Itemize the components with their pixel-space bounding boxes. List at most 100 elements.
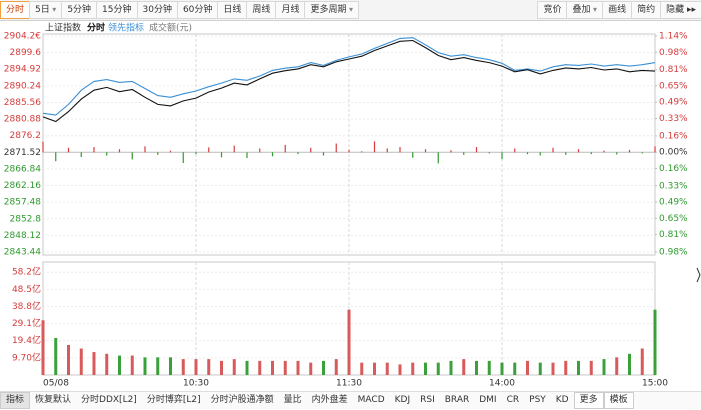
expand-arrow[interactable] <box>696 267 701 283</box>
toolbar-button[interactable]: 竞价 <box>537 1 568 19</box>
volume-bar <box>640 348 644 375</box>
indicator-tab[interactable]: CR <box>506 395 520 405</box>
toolbar-button[interactable]: 分时 <box>0 1 31 19</box>
toolbar-button[interactable]: 15分钟 <box>96 1 138 19</box>
volume-bar <box>143 357 147 375</box>
volume-bar <box>79 348 83 375</box>
indicator-tab[interactable]: BRAR <box>444 395 470 405</box>
indicator-bar <box>373 141 376 153</box>
toolbar-button[interactable]: 60分钟 <box>176 1 219 19</box>
indicator-bar <box>169 150 172 153</box>
y-tick-label: 38.8亿 <box>12 300 41 312</box>
volume-bar <box>207 359 211 375</box>
y2-tick-label: 0.16% <box>659 164 688 174</box>
volume-bar <box>551 362 555 375</box>
y-tick-label: 2894.92 <box>4 65 41 75</box>
indicator-tabs: 指标 恢复默认 分时DDX[L2] 分时博弈[L2] 分时沪股通净额 量比 内外盘差 MACD… <box>0 391 701 409</box>
indicator-bar <box>641 152 643 154</box>
tool-buttons: 竞价叠加画线简约隐藏 ▸▸ <box>537 0 701 20</box>
indicator-bar <box>131 152 133 160</box>
indicator-tab[interactable]: PSY <box>529 395 546 405</box>
indicator-tab[interactable]: 更多 <box>573 392 604 409</box>
toolbar-button[interactable]: 5分钟 <box>61 1 98 19</box>
indicator-tab[interactable]: 模板 <box>603 392 634 409</box>
volume-bar <box>232 359 236 375</box>
toolbar-button[interactable]: 画线 <box>602 1 633 19</box>
volume-bar <box>258 360 262 375</box>
indicator-bar <box>399 147 401 153</box>
indicator-tab[interactable]: 指标 <box>0 392 31 409</box>
indicator-bar <box>654 146 656 153</box>
toolbar-button[interactable]: 叠加 <box>566 1 604 19</box>
volume-bar <box>653 309 657 375</box>
volume-bar <box>385 362 389 375</box>
indicator-tab[interactable]: 分时博弈[L2] <box>146 395 201 405</box>
y2-tick-label: 0.33% <box>659 114 688 124</box>
toolbar-button[interactable]: 30分钟 <box>136 1 178 19</box>
y-tick-label: 2857.48 <box>4 198 41 208</box>
legend-entry: 领先指标 <box>108 22 144 34</box>
period-buttons: 分时5日5分钟15分钟30分钟60分钟日线周线月线更多周期 <box>0 0 360 20</box>
y2-tick-label: 0.49% <box>659 98 688 108</box>
volume-bar <box>577 360 580 375</box>
indicator-bar <box>628 149 631 153</box>
indicator-tab[interactable]: MACD <box>357 395 385 405</box>
y2-tick-label: 0.49% <box>659 198 688 208</box>
indicator-bar <box>412 152 414 158</box>
volume-bar <box>54 337 58 375</box>
indicator-bar <box>539 152 541 156</box>
toolbar-button[interactable]: 隐藏 ▸▸ <box>660 1 701 19</box>
indicator-tab[interactable]: 量比 <box>283 395 302 405</box>
x-tick-label: 15:00 <box>642 379 668 389</box>
toolbar-button[interactable]: 更多周期 <box>304 1 360 19</box>
indicator-bar <box>526 152 529 155</box>
indicator-tab[interactable]: 恢复默认 <box>35 395 72 405</box>
y-tick-label: 2862.16 <box>4 181 41 191</box>
indicator-tab[interactable]: 分时DDX[L2] <box>81 395 137 405</box>
volume-bar <box>411 362 415 375</box>
indicator-tab[interactable]: KDJ <box>394 395 411 405</box>
indicator-bar <box>348 149 350 153</box>
indicator-bar <box>233 145 235 153</box>
y-tick-label: 2848.12 <box>4 231 41 241</box>
indicator-bar <box>93 147 95 153</box>
volume-bar <box>449 360 453 375</box>
indicator-tab[interactable]: 分时沪股通净额 <box>210 395 274 405</box>
y-tick-label: 9.70亿 <box>12 351 41 363</box>
period-toolbar: 分时5日5分钟15分钟30分钟60分钟日线周线月线更多周期 竞价叠加画线简约隐藏… <box>0 0 701 21</box>
y-tick-label: 2880.88 <box>4 115 41 125</box>
indicator-bar <box>488 152 490 154</box>
indicator-tab[interactable]: DMI <box>479 395 497 405</box>
volume-bar <box>245 360 249 375</box>
indicator-bar <box>475 147 478 153</box>
toolbar-button[interactable]: 5日 <box>29 1 63 19</box>
volume-bar <box>487 360 491 375</box>
indicator-bar <box>361 151 363 153</box>
indicator-bar <box>246 152 248 159</box>
indicator-bar <box>220 152 223 158</box>
indicator-bar <box>144 146 146 153</box>
indicator-bar <box>335 143 337 153</box>
volume-bar <box>105 353 109 375</box>
toolbar-button[interactable]: 简约 <box>631 1 662 19</box>
volume-bar <box>181 359 185 375</box>
indicator-bar <box>603 150 605 153</box>
indicator-tab[interactable]: RSI <box>420 395 435 405</box>
indicator-tab[interactable]: 内外盘差 <box>311 395 348 405</box>
y-tick-label: 29.1亿 <box>12 317 41 329</box>
y-tick-label: 2876.2 <box>10 131 42 141</box>
indicator-bar <box>310 147 312 153</box>
toolbar-button[interactable]: 周线 <box>246 1 277 19</box>
y-tick-label: 2899.6 <box>10 48 42 58</box>
y-tick-label: 2904.2€ <box>4 32 41 42</box>
volume-bar <box>67 344 70 375</box>
volume-bar <box>156 357 160 375</box>
toolbar-button[interactable]: 日线 <box>217 1 248 19</box>
toolbar-button[interactable]: 月线 <box>275 1 306 19</box>
volume-bar <box>322 360 325 375</box>
indicator-bar <box>80 152 82 157</box>
indicator-tab[interactable]: KD <box>555 395 569 405</box>
volume-bar <box>92 352 96 375</box>
y2-tick-label: 0.98% <box>659 248 688 258</box>
